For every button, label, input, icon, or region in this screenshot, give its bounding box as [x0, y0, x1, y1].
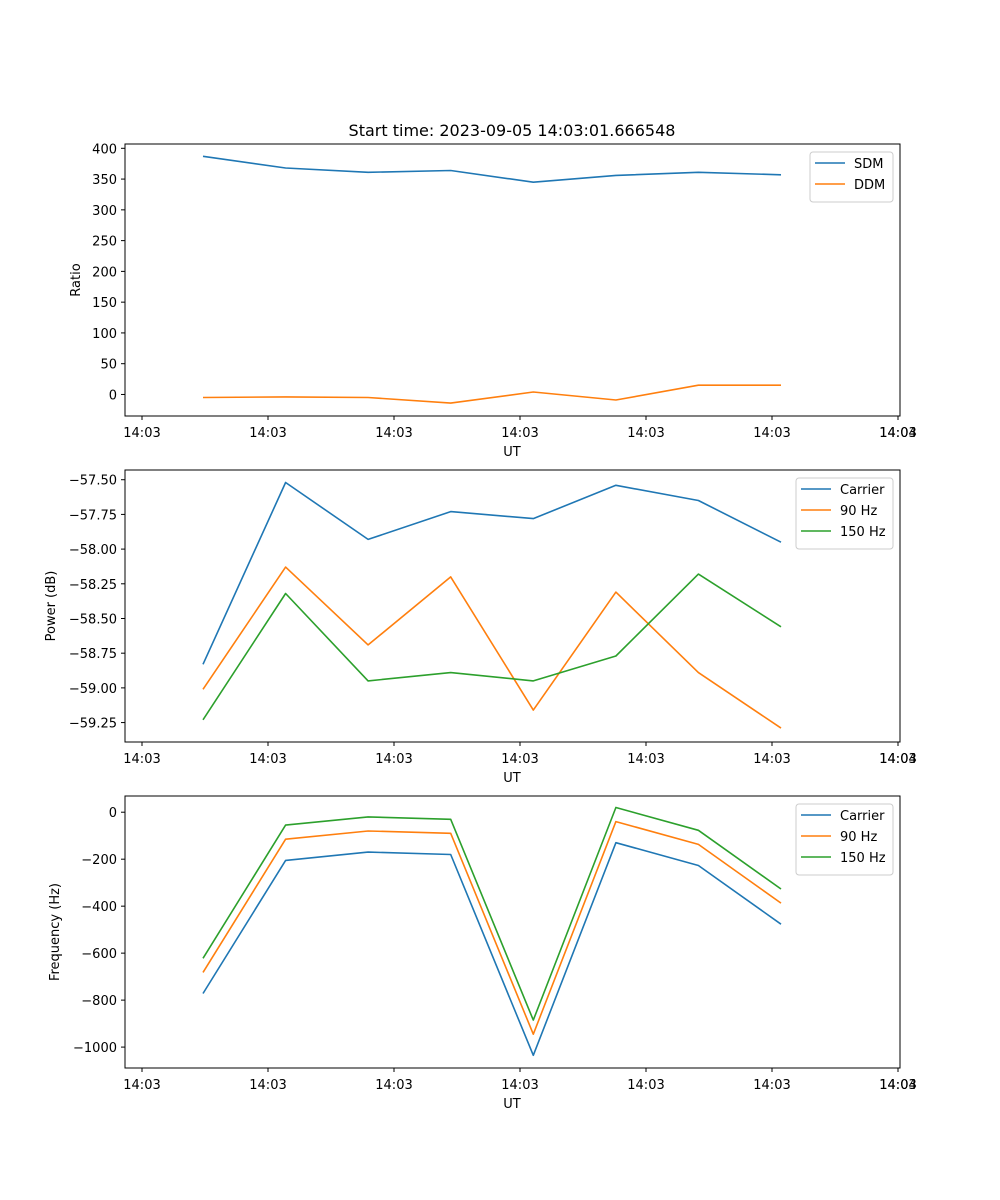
y-tick-label: 400 [92, 142, 117, 157]
legend-label: 150 Hz [840, 851, 886, 866]
x-tick-label: 14:03 [879, 426, 916, 441]
chart-title: Start time: 2023-09-05 14:03:01.666548 [349, 121, 676, 140]
x-tick-label: 14:03 [123, 1078, 160, 1093]
axes-frame [124, 469, 901, 743]
legend-label: SDM [854, 157, 883, 172]
x-axis-label: UT [503, 771, 521, 786]
legend-label: 150 Hz [840, 525, 886, 540]
legend-label: 90 Hz [840, 830, 877, 845]
x-tick-label: 14:03 [627, 426, 664, 441]
y-tick-label: −800 [81, 994, 117, 1009]
y-tick-label: −57.50 [69, 474, 117, 489]
y-tick-label: 50 [100, 358, 117, 373]
y-tick-label: 300 [92, 204, 117, 219]
frequency-panel: 14:03 14:03 14:03 14:03 14:03 14:03 14:0314:04… [48, 795, 917, 1112]
x-tick-label: 14:03 [249, 752, 286, 767]
series-line-150-hz [202, 573, 782, 721]
legend-box [809, 151, 894, 203]
y-tick-label: −59.00 [69, 682, 117, 697]
x-tick-label: 14:03 [375, 426, 412, 441]
x-tick-label: 14:03 [375, 1078, 412, 1093]
y-tick-label: 0 [109, 388, 117, 403]
x-axis-label: UT [503, 1097, 521, 1112]
x-tick-label: 14:03 [249, 1078, 286, 1093]
series-line-sdm [202, 155, 782, 183]
axes-frame [124, 795, 901, 1069]
power-panel: 14:03 14:03 14:03 14:03 14:03 14:03 14:0314:04… [44, 469, 917, 786]
x-axis-label: UT [503, 445, 521, 460]
series-line-150-hz [202, 806, 782, 1021]
x-tick-label: 14:03 [249, 426, 286, 441]
y-tick-label: 350 [92, 173, 117, 188]
x-tick-label: 14:04 [879, 426, 916, 441]
y-tick-label: −1000 [73, 1041, 117, 1056]
y-tick-label: 100 [92, 327, 117, 342]
y-tick-label: 200 [92, 265, 117, 280]
series-line-ddm [202, 384, 781, 404]
y-tick-label: −400 [81, 900, 117, 915]
x-tick-label: 14:03 [753, 1078, 790, 1093]
legend-label: 90 Hz [840, 504, 877, 519]
y-axis-label: Power (dB) [44, 571, 59, 642]
y-tick-label: −600 [81, 947, 117, 962]
ratio-panel: 14:03 14:03 14:03 14:03 14:03 14:03 14:0314:04… [69, 142, 917, 460]
y-tick-label: 0 [109, 806, 117, 821]
x-tick-label: 14:03 [123, 752, 160, 767]
x-tick-label: 14:03 [501, 752, 538, 767]
legend-label: DDM [854, 178, 885, 193]
y-tick-label: −58.50 [69, 612, 117, 627]
y-tick-label: −57.75 [69, 508, 117, 523]
x-tick-label: 14:03 [753, 426, 790, 441]
series-line-carrier [202, 481, 782, 665]
x-tick-label: 14:03 [879, 752, 916, 767]
legend-label: Carrier [840, 483, 885, 498]
y-tick-label: −58.25 [69, 578, 117, 593]
y-tick-label: −58.75 [69, 647, 117, 662]
x-tick-label: 14:03 [123, 426, 160, 441]
y-axis-label: Frequency (Hz) [48, 883, 63, 981]
x-tick-label: 14:03 [879, 1078, 916, 1093]
x-tick-label: 14:03 [627, 1078, 664, 1093]
series-line-90-hz [202, 820, 782, 1035]
axes-frame [124, 143, 901, 417]
y-tick-label: 150 [92, 296, 117, 311]
x-tick-label: 14:03 [501, 1078, 538, 1093]
y-tick-label: −59.25 [69, 717, 117, 732]
y-tick-label: −58.00 [69, 543, 117, 558]
series-line-carrier [202, 841, 782, 1057]
y-tick-label: 250 [92, 235, 117, 250]
series-line-90-hz [202, 566, 782, 729]
x-tick-label: 14:04 [879, 1078, 916, 1093]
x-tick-label: 14:04 [879, 752, 916, 767]
y-tick-label: −200 [81, 853, 117, 868]
x-tick-label: 14:03 [501, 426, 538, 441]
x-tick-label: 14:03 [753, 752, 790, 767]
x-tick-label: 14:03 [627, 752, 664, 767]
x-tick-label: 14:03 [375, 752, 412, 767]
y-axis-label: Ratio [69, 263, 84, 296]
legend-label: Carrier [840, 809, 885, 824]
